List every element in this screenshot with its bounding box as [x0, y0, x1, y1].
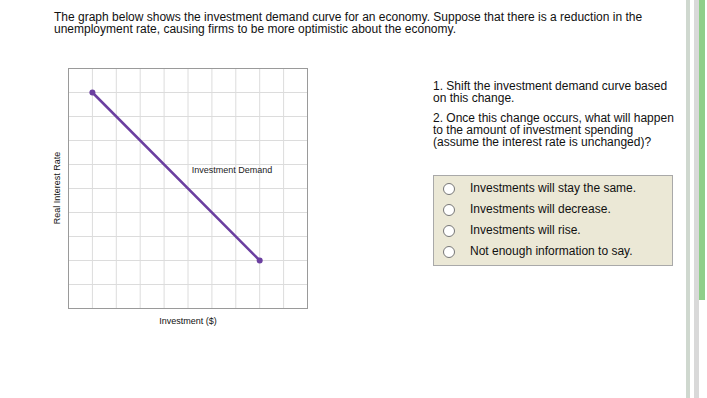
html-text:Investment ($): Investment ($)	[159, 316, 217, 326]
html-text:2. Once this change occurs, wh: 2. Once this change occurs, what will ha…	[433, 111, 674, 149]
html-text:Investments will decrease.: Investments will decrease.	[470, 202, 611, 216]
html-text:The graph below shows the inve: The graph below shows the investment dem…	[54, 10, 643, 36]
html-text:Not enough information to say.: Not enough information to say.	[470, 244, 633, 258]
svg-text:Investment Demand: Investment Demand	[192, 165, 273, 175]
html-text:Real Interest Rate: Real Interest Rate	[52, 151, 62, 225]
html-text:Investments will stay the same: Investments will stay the same.	[470, 181, 637, 195]
html-text:Investments will rise.: Investments will rise.	[470, 223, 581, 237]
html-text:1. Shift the investment demand: 1. Shift the investment demand curve bas…	[433, 79, 668, 105]
